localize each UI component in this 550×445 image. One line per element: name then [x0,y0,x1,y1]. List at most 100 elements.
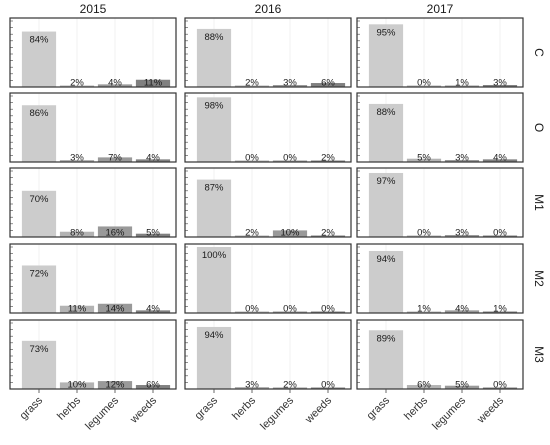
x-tick-label-2016-grass: grass [193,394,221,422]
bar-label-2015-O-grass: 86% [29,108,49,119]
bar-2016-M3-weeds [310,387,346,389]
bar-2015-M3-herbs [59,382,95,389]
x-tick-label-2015-grass: grass [18,394,46,422]
panel-border-2016-O [184,92,352,163]
bar-2016-C-herbs [234,85,270,87]
column-label-2017: 2017 [427,2,454,16]
bar-2016-M1-herbs [234,235,270,237]
bar-label-2016-O-grass: 98% [204,100,224,111]
bar-2015-O-herbs [59,160,95,162]
bar-2017-M2-herbs [406,311,442,313]
bar-label-2017-O-legumes: 3% [455,153,469,164]
bar-label-2017-O-herbs: 5% [417,153,431,164]
bar-2016-M3-legumes [272,387,308,389]
bar-2015-M1-legumes [97,226,133,237]
bar-label-2017-O-grass: 88% [376,107,396,118]
bar-label-2016-M3-legumes: 2% [283,380,297,391]
bar-2015-M1-herbs [59,231,95,237]
x-tick-label-2015-herbs: herbs [55,394,83,422]
bar-label-2015-M1-legumes: 16% [105,228,125,239]
bar-2017-M3-grass [368,330,404,389]
bar-2017-M2-legumes [444,310,480,313]
bar-2016-M2-herbs [234,311,270,313]
bar-label-2015-C-herbs: 2% [70,78,84,89]
bar-label-2016-M2-herbs: 0% [245,304,259,315]
bar-2015-O-weeds [135,159,171,162]
panel-border-2017-M3 [356,319,524,390]
bar-2016-M3-herbs [234,387,270,389]
bar-label-2016-M3-herbs: 3% [245,380,259,391]
bar-label-2016-M3-weeds: 0% [321,380,335,391]
row-label-O: O [532,123,546,132]
bar-label-2017-M1-weeds: 0% [493,228,507,239]
bar-2015-O-grass [21,105,57,162]
bar-2017-M1-legumes [444,235,480,237]
bar-label-2016-M2-weeds: 0% [321,304,335,315]
bar-label-2017-O-weeds: 4% [493,153,507,164]
bar-2015-M3-legumes [97,381,133,389]
bar-2016-M1-legumes [272,230,308,237]
bar-2015-M1-grass [21,190,57,237]
bar-2016-O-herbs [234,160,270,162]
bar-label-2015-M3-herbs: 10% [67,380,87,391]
bar-2016-C-legumes [272,85,308,87]
bar-2016-M1-weeds [310,235,346,237]
bar-2017-M2-grass [368,250,404,313]
bar-label-2015-M3-weeds: 6% [146,380,160,391]
bar-label-2017-M3-legumes: 5% [455,380,469,391]
bar-label-2016-M2-grass: 100% [202,250,227,261]
bar-2015-C-weeds [135,79,171,87]
bar-2015-M1-weeds [135,233,171,237]
bar-2017-C-herbs [406,85,442,87]
bar-label-2017-M3-weeds: 0% [493,380,507,391]
bar-2017-M1-grass [368,172,404,237]
bar-label-2017-M2-weeds: 1% [493,304,507,315]
bar-label-2017-M3-herbs: 6% [417,380,431,391]
bar-label-2017-M1-herbs: 0% [417,228,431,239]
bar-2017-M1-weeds [482,235,518,237]
x-tick-label-2017-legumes: legumes [430,394,468,432]
bar-2016-M2-weeds [310,311,346,313]
bar-2015-M3-weeds [135,385,171,389]
bar-2016-C-weeds [310,83,346,87]
panel-border-2015-O [9,92,177,163]
row-label-M1: M1 [532,194,546,211]
x-tick-label-2017-weeds: weeds [474,394,506,426]
x-tick-label-2017-herbs: herbs [402,394,430,422]
bar-2017-O-herbs [406,158,442,162]
bar-2017-C-grass [368,24,404,87]
bar-label-2017-M2-legumes: 4% [455,304,469,315]
row-label-C: C [532,48,546,57]
bar-label-2016-C-legumes: 3% [283,78,297,89]
bar-2017-M3-legumes [444,385,480,389]
x-tick-label-2015-legumes: legumes [83,394,121,432]
panel-border-2016-M3 [184,319,352,390]
bar-2015-C-grass [21,31,57,88]
bar-label-2015-M1-herbs: 8% [70,228,84,239]
column-label-2016: 2016 [255,2,282,16]
bar-2016-M3-grass [196,326,232,389]
panel-border-2015-C [9,17,177,88]
bar-label-2016-M1-weeds: 2% [321,228,335,239]
bar-label-2015-M1-weeds: 5% [146,228,160,239]
panel-border-2015-M1 [9,167,177,238]
bar-label-2017-C-grass: 95% [376,27,396,38]
bar-2015-C-herbs [59,85,95,87]
bar-2017-M2-weeds [482,311,518,313]
bar-label-2016-C-weeds: 6% [321,78,335,89]
panel-border-2017-O [356,92,524,163]
bar-2015-C-legumes [97,84,133,87]
row-label-M2: M2 [532,270,546,287]
bar-2017-C-legumes [444,85,480,87]
bar-2017-C-weeds [482,85,518,87]
bar-label-2016-O-herbs: 0% [245,153,259,164]
panel-border-2016-C [184,17,352,88]
bar-2016-O-legumes [272,160,308,162]
bar-label-2015-C-weeds: 11% [144,78,163,89]
panel-border-2017-M1 [356,167,524,238]
bar-label-2017-M1-grass: 97% [376,176,396,187]
bar-label-2015-M2-herbs: 11% [68,304,87,315]
bar-label-2015-M3-grass: 73% [29,344,49,355]
panel-border-2015-M2 [9,243,177,314]
